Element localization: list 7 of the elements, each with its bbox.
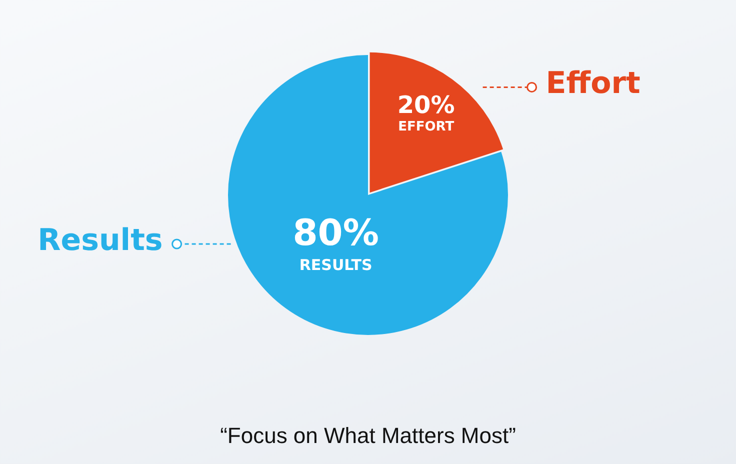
text: RESULTS — [299, 256, 372, 274]
data-label: 20% — [397, 90, 455, 119]
slice-label: Effort — [546, 66, 640, 101]
data-label: 80% — [292, 212, 379, 254]
text: EFFORT — [398, 119, 454, 134]
slice-label: Results — [38, 222, 163, 258]
text: “Focus on What Matters Most” — [220, 423, 516, 448]
